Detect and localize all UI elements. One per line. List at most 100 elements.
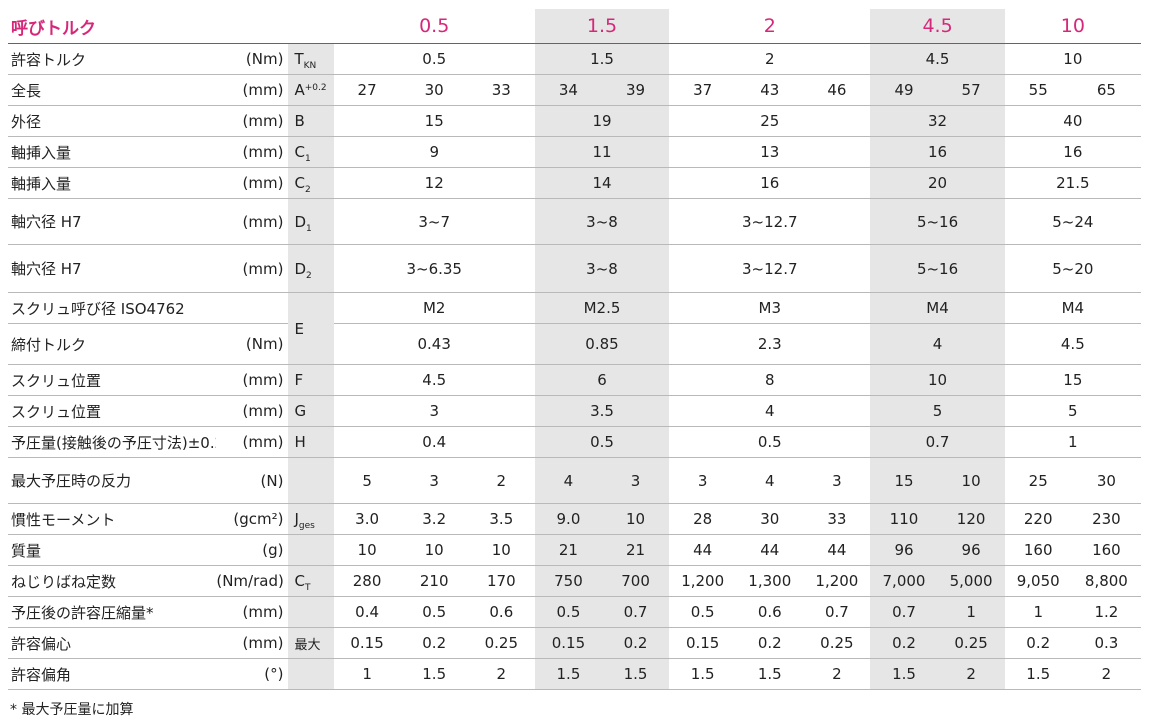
table-row: 軸挿入量 (mm) C2 12 14 16 20 21.5 (8, 167, 1141, 199)
size-header: 2 (669, 9, 871, 44)
table-cell: 4 (736, 457, 804, 504)
table-cell: 1 (937, 596, 1005, 628)
table-cell: 7,000 (870, 565, 938, 597)
table-row: スクリュ呼び径 ISO4762 E M2 M2.5 M3 M4 M4 (8, 292, 1141, 365)
row-symbol: CT (288, 565, 334, 597)
table-cell: 3~12.7 (669, 244, 871, 293)
table-row: 許容偏角 (°) 1 1.5 2 1.5 1.5 1.5 1.5 2 1.5 2… (8, 658, 1141, 690)
table-cell: 3 (669, 457, 737, 504)
row-label: 軸穴径 H7 (8, 244, 217, 293)
table-cell: 1 (333, 658, 401, 690)
table-row: 軸穴径 H7 (mm) D1 3~7 3~8 3~12.7 5~16 5~24 (8, 198, 1141, 245)
size-header: 0.5 (333, 9, 535, 44)
table-cell: M2.5 (534, 292, 670, 324)
row-unit: (°) (216, 658, 289, 690)
row-symbol: G (288, 395, 334, 427)
table-cell: 39 (602, 74, 670, 106)
table-cell: 27 (333, 74, 401, 106)
table-cell: 46 (803, 74, 871, 106)
table-cell: 0.15 (333, 627, 401, 659)
table-cell: 33 (467, 74, 535, 106)
table-cell: 0.15 (669, 627, 737, 659)
footnote: * 最大予圧量に加算 (10, 702, 134, 718)
row-label: 軸穴径 H7 (8, 198, 217, 245)
row-unit: (g) (216, 534, 289, 566)
table-cell: 2.3 (669, 323, 871, 365)
table-cell: 160 (1004, 534, 1072, 566)
table-cell: 28 (669, 503, 737, 535)
table-cell: 8 (669, 364, 871, 396)
table-cell: 57 (937, 74, 1005, 106)
row-unit: (mm) (216, 167, 289, 199)
table-cell: 750 (534, 565, 602, 597)
table-row: 質量 (g) 10 10 10 21 21 44 44 44 96 96 160… (8, 534, 1141, 566)
table-cell: 3~8 (534, 244, 670, 293)
table-cell: 0.7 (602, 596, 670, 628)
table-cell: 5~24 (1004, 198, 1141, 245)
table-row: 許容トルク (Nm) TKN 0.5 1.5 2 4.5 10 (8, 43, 1141, 75)
table-cell: 21 (602, 534, 670, 566)
row-label: スクリュ位置 (8, 364, 217, 396)
row-symbol: D2 (288, 244, 334, 293)
table-row: 最大予圧時の反力 (N) 5 3 2 4 3 3 4 3 15 10 25 30 (8, 457, 1141, 504)
table-cell: 0.2 (736, 627, 804, 659)
table-cell: 32 (870, 105, 1005, 137)
table-cell: 5 (870, 395, 1005, 427)
table-cell: 2 (803, 658, 871, 690)
table-cell: 20 (870, 167, 1005, 199)
table-cell: 10 (400, 534, 468, 566)
table-cell: 2 (669, 43, 871, 75)
table-cell: 96 (870, 534, 938, 566)
row-symbol (288, 658, 334, 690)
table-row: スクリュ位置 (mm) G 3 3.5 4 5 5 (8, 395, 1141, 427)
row-label: 全長 (8, 74, 217, 106)
table-cell: 43 (736, 74, 804, 106)
table-cell: 1.5 (400, 658, 468, 690)
row-unit: (mm) (216, 627, 289, 659)
table-row: 全長 (mm) A+0.2 27 30 33 34 39 37 43 46 49… (8, 74, 1141, 106)
row-symbol: E (288, 292, 334, 365)
table-cell: 0.25 (803, 627, 871, 659)
table-cell: 3 (333, 395, 535, 427)
table-cell: 0.2 (400, 627, 468, 659)
table-cell: 5~20 (1004, 244, 1141, 293)
table-cell: 33 (803, 503, 871, 535)
table-cell: 12 (333, 167, 535, 199)
table-cell: 21 (534, 534, 602, 566)
row-symbol: 最大 (288, 627, 334, 659)
table-cell: 0.5 (333, 43, 535, 75)
table-cell: 96 (937, 534, 1005, 566)
table-cell: 5~16 (870, 244, 1005, 293)
table-cell: 6 (534, 364, 670, 396)
table-cell: 30 (736, 503, 804, 535)
row-label: 軸挿入量 (8, 136, 217, 168)
table-cell: 10 (602, 503, 670, 535)
row-label: 許容偏角 (8, 658, 217, 690)
table-cell: 1,200 (803, 565, 871, 597)
table-cell: 4.5 (333, 364, 535, 396)
row-label: 許容トルク (8, 43, 217, 75)
table-cell: 2 (467, 457, 535, 504)
table-cell: 0.15 (534, 627, 602, 659)
row-label: 最大予圧時の反力 (8, 457, 217, 504)
row-symbol (288, 457, 334, 504)
row-label: 質量 (8, 534, 217, 566)
header-row: 呼びトルク 0.5 1.5 2 4.5 10 (8, 9, 1141, 44)
table-cell: 10 (870, 364, 1005, 396)
table-cell: 0.43 (333, 323, 535, 365)
table-cell: M4 (870, 292, 1005, 324)
table-cell: 44 (803, 534, 871, 566)
table-cell: 0.5 (534, 426, 670, 458)
table-cell: 9 (333, 136, 535, 168)
table-cell: 5~16 (870, 198, 1005, 245)
table-cell: 25 (1004, 457, 1072, 504)
table-cell: M4 (1004, 292, 1141, 324)
table-cell: 0.5 (400, 596, 468, 628)
row-unit: (N) (216, 457, 289, 504)
table-cell: 10 (937, 457, 1005, 504)
row-symbol: F (288, 364, 334, 396)
row-unit: (mm) (216, 198, 289, 245)
table-cell: 700 (602, 565, 670, 597)
spec-table: 呼びトルク 0.5 1.5 2 4.5 10 許容トルク (Nm) TKN 0.… (8, 9, 1141, 690)
row-label: スクリュ位置 (8, 395, 217, 427)
